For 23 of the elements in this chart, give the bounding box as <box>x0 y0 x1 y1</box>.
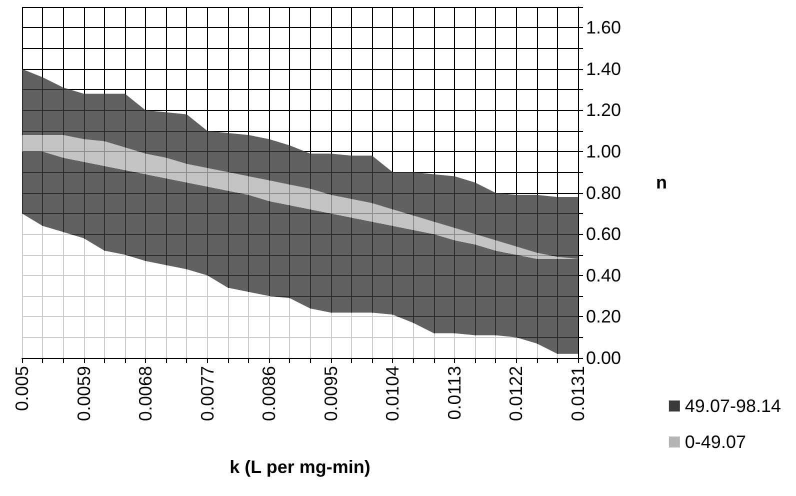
x-tick-label: 0.0068 <box>136 366 156 422</box>
x-tick-label: 0.0095 <box>320 366 341 422</box>
x-tick-label: 0.0113 <box>444 366 464 420</box>
x-tick-label: 0.0086 <box>259 366 280 422</box>
y-tick-label: 0.40 <box>586 265 622 286</box>
x-tick-label: 0.0122 <box>506 366 526 422</box>
y-tick-label: 0.60 <box>586 224 622 244</box>
y-tick-label: 1.00 <box>586 142 622 162</box>
x-tick-label: 0.0104 <box>382 366 403 422</box>
legend-label: 0-49.07 <box>684 432 746 452</box>
y-tick-label: 1.60 <box>586 18 622 38</box>
x-tick-label: 0.005 <box>12 366 32 412</box>
y-tick-label: 0.00 <box>586 348 622 368</box>
x-tick-label: 0.0131 <box>568 366 588 422</box>
y-axis-title: n <box>656 172 667 192</box>
legend-label: 49.07-98.14 <box>684 396 782 416</box>
x-axis-title: k (L per mg-min) <box>230 457 370 477</box>
x-tick-label: 0.0059 <box>74 366 94 422</box>
y-tick-label: 0.80 <box>586 182 622 203</box>
y-tick-label: 1.20 <box>586 100 622 120</box>
x-tick-label: 0.0077 <box>197 366 218 422</box>
y-tick-label: 0.20 <box>586 306 622 327</box>
y-tick-label: 1.40 <box>586 58 622 79</box>
